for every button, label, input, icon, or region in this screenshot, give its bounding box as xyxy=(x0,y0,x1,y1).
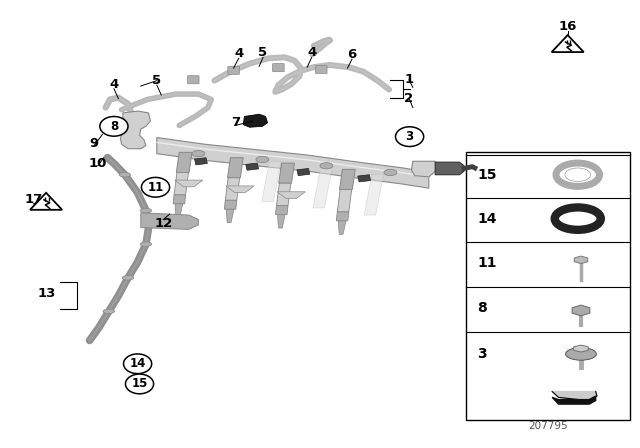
Polygon shape xyxy=(225,178,240,200)
FancyBboxPatch shape xyxy=(273,64,284,72)
Polygon shape xyxy=(228,158,243,178)
Ellipse shape xyxy=(566,348,596,360)
Polygon shape xyxy=(262,161,281,202)
Text: 16: 16 xyxy=(559,20,577,34)
Polygon shape xyxy=(313,168,332,208)
Text: 4: 4 xyxy=(109,78,118,91)
Text: 13: 13 xyxy=(38,287,56,300)
Polygon shape xyxy=(412,161,436,177)
Text: 6: 6 xyxy=(348,48,356,61)
Polygon shape xyxy=(339,221,346,234)
Text: 5: 5 xyxy=(259,46,268,60)
Ellipse shape xyxy=(140,208,152,213)
Polygon shape xyxy=(175,204,183,217)
Polygon shape xyxy=(141,213,198,229)
Ellipse shape xyxy=(140,242,152,246)
Polygon shape xyxy=(173,195,186,204)
Ellipse shape xyxy=(256,156,269,163)
Text: 7: 7 xyxy=(231,116,240,129)
Polygon shape xyxy=(120,111,150,149)
Polygon shape xyxy=(435,162,464,175)
Polygon shape xyxy=(466,152,630,420)
Text: 12: 12 xyxy=(154,216,172,230)
Polygon shape xyxy=(243,114,268,127)
FancyBboxPatch shape xyxy=(188,76,199,84)
Polygon shape xyxy=(30,193,62,210)
Polygon shape xyxy=(337,212,349,221)
Ellipse shape xyxy=(566,168,590,181)
Polygon shape xyxy=(276,183,291,206)
Text: 3: 3 xyxy=(477,347,487,361)
Text: 14: 14 xyxy=(129,357,146,370)
Ellipse shape xyxy=(119,172,131,177)
Circle shape xyxy=(141,177,170,197)
Text: 9: 9 xyxy=(90,137,99,150)
Polygon shape xyxy=(358,175,371,182)
Ellipse shape xyxy=(122,276,134,280)
Polygon shape xyxy=(246,163,259,170)
Text: 1: 1 xyxy=(404,73,413,86)
Ellipse shape xyxy=(384,169,397,176)
Polygon shape xyxy=(340,169,355,190)
FancyBboxPatch shape xyxy=(228,66,239,74)
Ellipse shape xyxy=(566,215,590,223)
Text: 2: 2 xyxy=(404,91,413,105)
Circle shape xyxy=(125,374,154,394)
Polygon shape xyxy=(572,305,590,316)
Circle shape xyxy=(100,116,128,136)
Text: 11: 11 xyxy=(147,181,164,194)
Text: 4: 4 xyxy=(307,46,316,60)
Polygon shape xyxy=(552,396,596,404)
Text: 14: 14 xyxy=(477,211,497,226)
Polygon shape xyxy=(195,158,207,165)
Text: 8: 8 xyxy=(110,120,118,133)
Polygon shape xyxy=(337,190,352,212)
Text: 15: 15 xyxy=(131,377,148,391)
Polygon shape xyxy=(574,256,588,263)
Polygon shape xyxy=(277,192,305,198)
Polygon shape xyxy=(297,168,310,176)
Polygon shape xyxy=(227,209,234,223)
Text: 17: 17 xyxy=(24,193,42,206)
Polygon shape xyxy=(175,180,203,187)
Polygon shape xyxy=(225,200,237,209)
Polygon shape xyxy=(226,186,254,193)
Polygon shape xyxy=(552,392,597,401)
Text: 11: 11 xyxy=(477,256,497,271)
Circle shape xyxy=(396,127,424,146)
Polygon shape xyxy=(552,35,584,52)
Polygon shape xyxy=(574,345,588,352)
Polygon shape xyxy=(157,138,429,188)
Text: 5: 5 xyxy=(152,74,161,87)
Polygon shape xyxy=(278,215,285,228)
Polygon shape xyxy=(364,175,383,215)
Polygon shape xyxy=(174,172,188,195)
Polygon shape xyxy=(177,152,192,172)
Text: 3: 3 xyxy=(406,130,413,143)
Text: 207795: 207795 xyxy=(529,421,568,431)
Text: 8: 8 xyxy=(477,301,487,315)
Ellipse shape xyxy=(192,151,205,157)
Circle shape xyxy=(124,354,152,374)
Text: 10: 10 xyxy=(89,157,107,170)
Ellipse shape xyxy=(103,309,115,314)
FancyBboxPatch shape xyxy=(316,65,327,73)
Polygon shape xyxy=(275,206,288,215)
Ellipse shape xyxy=(320,163,333,169)
Polygon shape xyxy=(279,163,294,183)
Text: 4: 4 xyxy=(234,47,243,60)
Text: 15: 15 xyxy=(477,168,497,182)
